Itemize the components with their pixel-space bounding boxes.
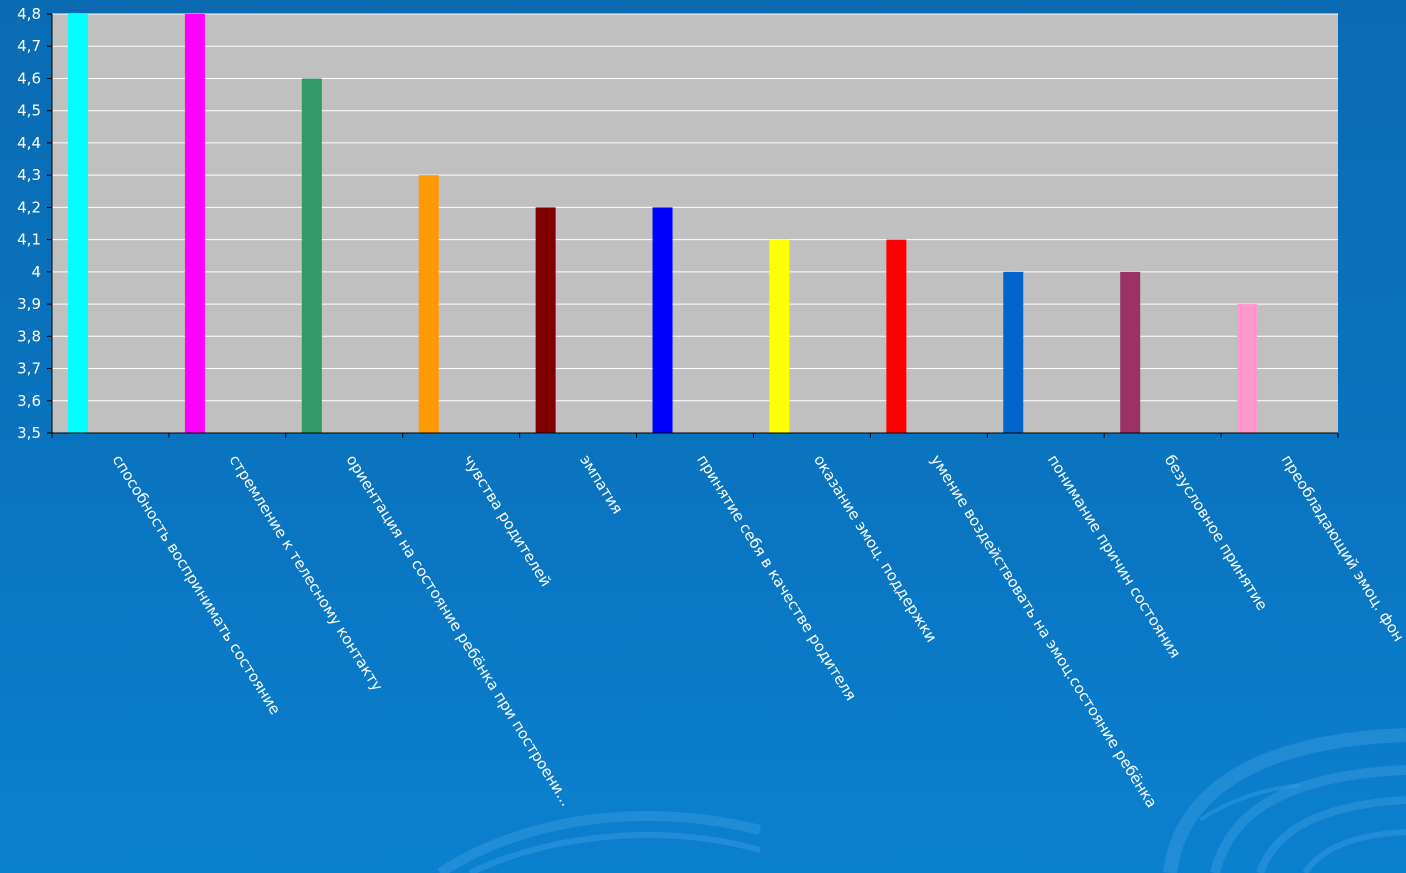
bar <box>535 207 556 433</box>
bar <box>1120 271 1141 433</box>
y-tick-label: 4,6 <box>17 69 41 87</box>
x-category-label: преобладающий эмоц. фон <box>1278 452 1406 645</box>
y-tick-label: 4,2 <box>17 198 41 216</box>
y-tick-label: 3,9 <box>17 295 41 313</box>
bar <box>68 14 88 433</box>
y-tick-label: 4,4 <box>17 134 41 152</box>
y-tick-label: 4,7 <box>17 37 41 55</box>
x-category-label: оказание эмоц. поддержки <box>810 452 940 646</box>
y-tick-label: 3,5 <box>17 424 41 442</box>
y-axis-tick-labels: 3,5 3,6 3,7 3,8 3,9 4 4,1 4,2 4,3 4,4 4,5 4,6 4,7 4,8 <box>17 5 41 442</box>
y-tick-label: 4,3 <box>17 166 41 184</box>
y-tick-label: 3,8 <box>17 327 41 345</box>
bars <box>68 14 1258 433</box>
x-category-label: эмпатия <box>576 452 626 518</box>
bar <box>301 78 322 433</box>
y-tick-label: 3,6 <box>17 392 41 410</box>
bar <box>1237 304 1258 433</box>
bar <box>769 239 790 433</box>
y-tick-label: 4 <box>31 263 41 281</box>
bar <box>418 175 439 433</box>
y-tick-label: 3,7 <box>17 360 41 378</box>
axes <box>51 14 1339 438</box>
bar <box>886 239 907 433</box>
y-tick-label: 4,5 <box>17 102 41 120</box>
y-tick-label: 4,1 <box>17 231 41 249</box>
bar <box>1003 271 1024 433</box>
x-category-label: понимание причин состояния <box>1044 452 1184 662</box>
x-category-label: ориентация на состояние ребёнка при пост… <box>342 452 575 810</box>
y-tick-label: 4,8 <box>17 5 41 23</box>
x-category-label: чувства родителей <box>459 452 555 590</box>
bar <box>184 14 205 433</box>
x-category-label: безусловное принятие <box>1161 452 1272 614</box>
x-category-label: умение воздействовать на эмоц.состояние … <box>927 452 1161 811</box>
x-axis-category-labels: способность воспринимать состояниестремл… <box>109 452 1406 811</box>
plot-area <box>52 14 1338 433</box>
bar <box>652 207 673 433</box>
